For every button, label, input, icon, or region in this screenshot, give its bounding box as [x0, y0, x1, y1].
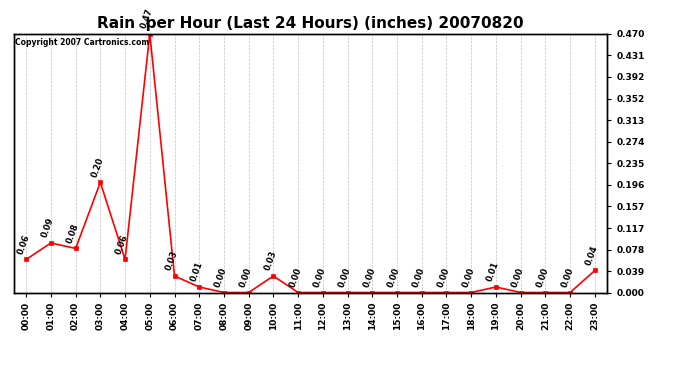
Text: 0.20: 0.20 [90, 156, 106, 178]
Text: 0.00: 0.00 [386, 266, 402, 288]
Text: 0.06: 0.06 [16, 233, 31, 255]
Text: 0.03: 0.03 [263, 249, 278, 272]
Text: 0.01: 0.01 [485, 260, 501, 283]
Text: 0.00: 0.00 [362, 266, 377, 288]
Text: 0.00: 0.00 [288, 266, 303, 288]
Text: 0.01: 0.01 [188, 260, 204, 283]
Text: 0.04: 0.04 [584, 244, 600, 266]
Text: Copyright 2007 Cartronics.com: Copyright 2007 Cartronics.com [15, 38, 149, 46]
Text: 0.09: 0.09 [41, 216, 56, 239]
Text: 0.03: 0.03 [164, 249, 179, 272]
Text: 0.00: 0.00 [213, 266, 229, 288]
Text: 0.00: 0.00 [238, 266, 254, 288]
Text: 0.00: 0.00 [436, 266, 451, 288]
Text: 0.00: 0.00 [337, 266, 353, 288]
Text: 0.08: 0.08 [65, 222, 81, 244]
Text: 0.00: 0.00 [510, 266, 526, 288]
Text: 0.00: 0.00 [461, 266, 476, 288]
Text: 0.06: 0.06 [115, 233, 130, 255]
Text: 0.00: 0.00 [411, 266, 426, 288]
Text: 0.00: 0.00 [535, 266, 551, 288]
Title: Rain  per Hour (Last 24 Hours) (inches) 20070820: Rain per Hour (Last 24 Hours) (inches) 2… [97, 16, 524, 31]
Text: 0.00: 0.00 [313, 266, 328, 288]
Text: 0.00: 0.00 [560, 266, 575, 288]
Text: 0.47: 0.47 [139, 7, 155, 30]
